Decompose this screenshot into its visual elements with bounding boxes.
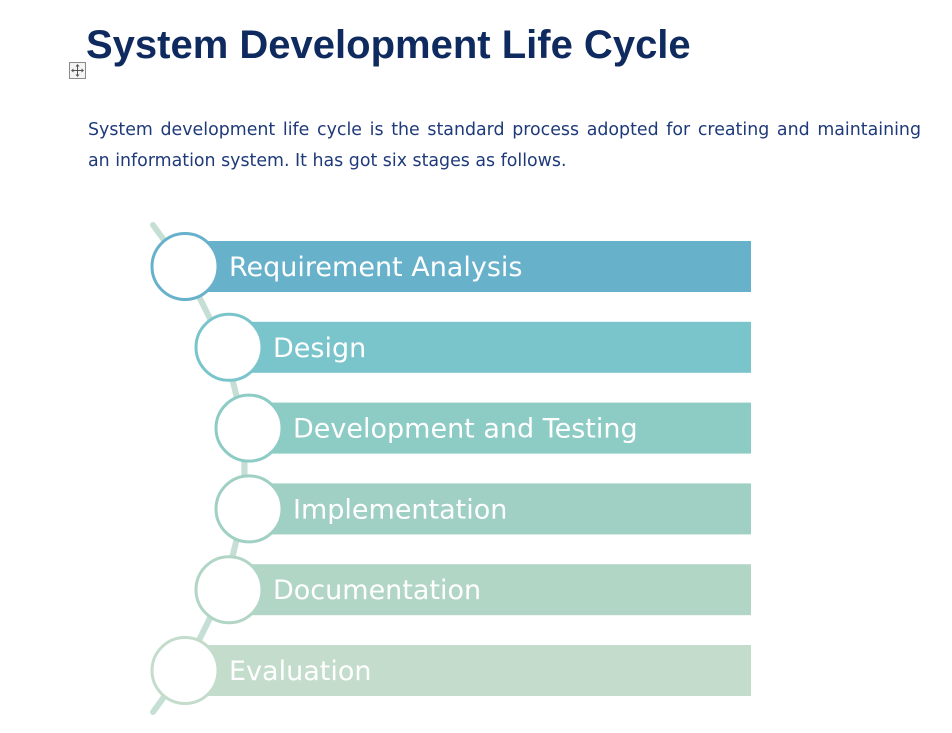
stage-label: Development and Testing (293, 414, 638, 445)
stage-marker-circle (194, 312, 264, 382)
stage-marker-circle (214, 393, 284, 463)
stage-bar (249, 483, 751, 535)
stage-label: Implementation (293, 494, 507, 525)
stage-marker-circle (214, 474, 284, 544)
stage-item: Development and Testing (214, 393, 751, 463)
stage-label: Documentation (273, 575, 481, 606)
stage-bar (249, 402, 751, 454)
stage-label: Requirement Analysis (229, 252, 522, 283)
table-move-handle-icon[interactable] (69, 62, 86, 79)
stage-bar (185, 241, 751, 292)
stage-item: Evaluation (150, 636, 751, 705)
stage-item: Documentation (194, 555, 751, 625)
stage-marker-circle (150, 232, 220, 301)
stage-label: Design (273, 333, 366, 364)
stage-marker-circle (150, 636, 220, 705)
stage-bar (185, 645, 751, 696)
stage-item: Requirement Analysis (150, 232, 751, 301)
stage-label: Evaluation (229, 656, 371, 687)
stage-marker-circle (194, 555, 264, 625)
stage-bar (229, 564, 751, 616)
document-title: System Development Life Cycle (86, 23, 691, 67)
stage-item: Implementation (214, 474, 751, 544)
stage-bar (229, 321, 751, 373)
intro-paragraph: System development life cycle is the sta… (88, 120, 921, 171)
stage-item: Design (194, 312, 751, 382)
